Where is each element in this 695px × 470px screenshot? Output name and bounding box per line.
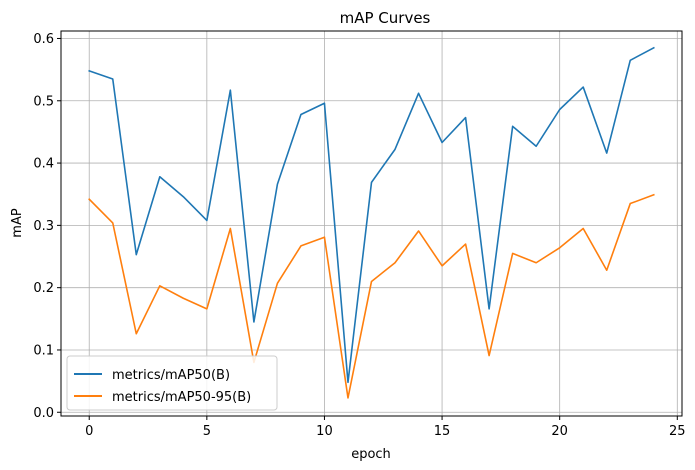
grid-layer: [61, 31, 682, 416]
chart-title: mAP Curves: [340, 9, 431, 27]
x-tick-label: 0: [85, 424, 93, 439]
y-tick-label: 0.6: [33, 32, 54, 47]
x-tick-label: 15: [434, 424, 451, 439]
plot-frame: [60, 30, 683, 417]
tick-layer: 0 5 10 15 20 25 0.0 0.1 0.2 0.3 0.4 0.5 0.6: [33, 32, 685, 439]
y-tick-label: 0.3: [33, 219, 54, 234]
series-line-0: [88, 46, 655, 384]
y-tick-label: 0.4: [33, 157, 54, 172]
y-tick-label: 0.5: [33, 94, 54, 109]
series-layer: [88, 46, 655, 399]
legend-label-0: metrics/mAP50(B): [112, 368, 230, 383]
y-tick-label: 0.0: [33, 406, 54, 421]
y-axis-label: mAP: [10, 208, 25, 238]
x-tick-label: 25: [669, 424, 686, 439]
y-tick-label: 0.2: [33, 281, 54, 296]
y-tick-label: 0.1: [33, 343, 54, 358]
legend: metrics/mAP50(B) metrics/mAP50-95(B): [66, 355, 278, 411]
x-axis-label: epoch: [351, 447, 391, 462]
x-tick-label: 5: [203, 424, 211, 439]
x-tick-label: 20: [551, 424, 568, 439]
series-line-1: [88, 193, 655, 399]
legend-box: [66, 355, 278, 411]
legend-label-1: metrics/mAP50-95(B): [112, 390, 251, 405]
x-tick-label: 10: [316, 424, 333, 439]
